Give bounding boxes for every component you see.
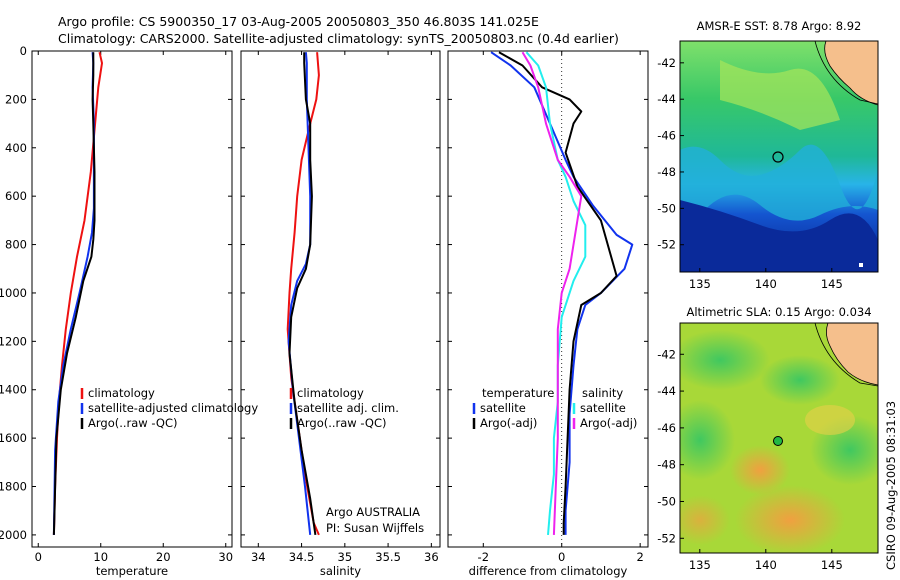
x-tick-label: 30	[218, 550, 233, 564]
salinity-panel-frame	[240, 50, 441, 548]
map-y-tick-label: -42	[657, 56, 676, 70]
salinity-profile-plot: 34 34.5 35 35.5 36 salinity climatologysatelli…	[241, 50, 440, 578]
temperature-profile-plot: 0 10 20 30 0 200 400 600 800 1000 1200 1400 1600 1800…	[0, 44, 258, 578]
legend-entry: satellite	[480, 401, 526, 415]
map-y-tick-label: -48	[657, 458, 676, 472]
y-tick-label: 1400	[0, 383, 27, 397]
map-x-tick-label: 135	[689, 558, 711, 572]
x-tick-label: 0	[35, 550, 42, 564]
legend-entry: climatology	[88, 386, 155, 400]
x-axis-label: temperature	[96, 564, 168, 578]
legend-entry: satellite	[580, 401, 626, 415]
x-tick-label: 35.5	[375, 550, 401, 564]
sst-argo-location-marker	[772, 151, 784, 163]
series-line	[52, 52, 96, 535]
y-tick-label: 200	[5, 92, 27, 106]
x-tick-label: 20	[156, 550, 171, 564]
x-tick-label: 2	[636, 550, 643, 564]
sst-map	[680, 41, 878, 272]
sla-map-title: Altimetric SLA: 0.15 Argo: 0.034	[686, 305, 871, 319]
sst-map-title: AMSR-E SST: 8.78 Argo: 8.92	[697, 19, 862, 33]
y-tick-label: 1000	[0, 286, 27, 300]
y-tick-label: 1600	[0, 431, 27, 445]
map-axes: 135 140 145 -42 -44 -46 -48 -50 -52 135 140 145 -42 -…	[657, 56, 843, 572]
series-line	[525, 51, 587, 535]
sla-map	[680, 323, 878, 553]
map-y-tick-label: -46	[657, 129, 676, 143]
map-y-tick-label: -42	[657, 347, 676, 361]
y-tick-label: 800	[5, 238, 27, 252]
x-tick-label: 34.5	[289, 550, 315, 564]
series-line	[52, 52, 95, 535]
series-line	[288, 52, 317, 536]
legend-group-title: temperature	[482, 386, 554, 400]
map-x-tick-label: 140	[755, 558, 777, 572]
y-tick-label: 1800	[0, 480, 27, 494]
y-tick-label: 600	[5, 189, 27, 203]
x-tick-label: 36	[424, 550, 439, 564]
map-y-tick-label: -48	[657, 165, 676, 179]
temperature-panel-frame	[31, 50, 233, 548]
y-tick-label: 1200	[0, 334, 27, 348]
map-y-tick-label: -50	[657, 201, 676, 215]
figure-title-line1: Argo profile: CS 5900350_17 03-Aug-2005 …	[58, 14, 539, 29]
map-y-tick-label: -52	[657, 531, 676, 545]
legend-entry: Argo(..raw -QC)	[88, 416, 178, 430]
legend-entry: satellite-adjusted climatology	[88, 401, 258, 415]
sst-map-white-pixel	[859, 263, 863, 267]
map-x-tick-label: 140	[755, 277, 777, 291]
sla-map-frame	[679, 322, 879, 554]
attribution-line2: PI: Susan Wijffels	[326, 521, 424, 535]
legend-entry: Argo(-adj)	[480, 416, 537, 430]
x-tick-label: 34	[251, 550, 266, 564]
x-tick-label: 35	[338, 550, 353, 564]
attribution-line1: Argo AUSTRALIA	[326, 505, 420, 519]
x-tick-label: -2	[478, 550, 489, 564]
series-line	[498, 51, 618, 535]
map-y-tick-label: -52	[657, 238, 676, 252]
map-y-tick-label: -44	[657, 92, 676, 106]
x-tick-label: 10	[93, 550, 108, 564]
map-x-tick-label: 135	[689, 277, 711, 291]
timestamp-stamp: CSIRO 09-Aug-2005 08:31:03	[884, 400, 898, 570]
legend-entry: climatology	[297, 386, 364, 400]
sst-map-frame	[679, 40, 879, 273]
difference-panel-frame	[447, 50, 649, 548]
series-line	[521, 51, 583, 535]
map-x-tick-label: 145	[821, 277, 843, 291]
series-line	[287, 52, 312, 536]
y-tick-label: 0	[20, 44, 27, 58]
x-axis-label: difference from climatology	[469, 564, 628, 578]
legend-entry: Argo(..raw -QC)	[297, 416, 387, 430]
y-tick-label: 400	[5, 141, 27, 155]
map-y-tick-label: -44	[657, 384, 676, 398]
legend-entry: Argo(-adj)	[580, 416, 637, 430]
legend-entry: satellite adj. clim.	[297, 401, 399, 415]
x-tick-label: 0	[558, 550, 565, 564]
map-x-tick-label: 145	[821, 558, 843, 572]
map-y-tick-label: -50	[657, 494, 676, 508]
figure-title-line2: Climatology: CARS2000. Satellite-adjuste…	[58, 31, 619, 46]
sla-argo-location-marker	[773, 436, 783, 446]
x-axis-label: salinity	[320, 564, 361, 578]
y-tick-label: 2000	[0, 528, 27, 542]
map-y-tick-label: -46	[657, 421, 676, 435]
legend-group-title: salinity	[582, 386, 623, 400]
series-line	[490, 51, 634, 535]
difference-profile-plot: -2 0 2 difference from climatology temperatu…	[448, 50, 648, 578]
